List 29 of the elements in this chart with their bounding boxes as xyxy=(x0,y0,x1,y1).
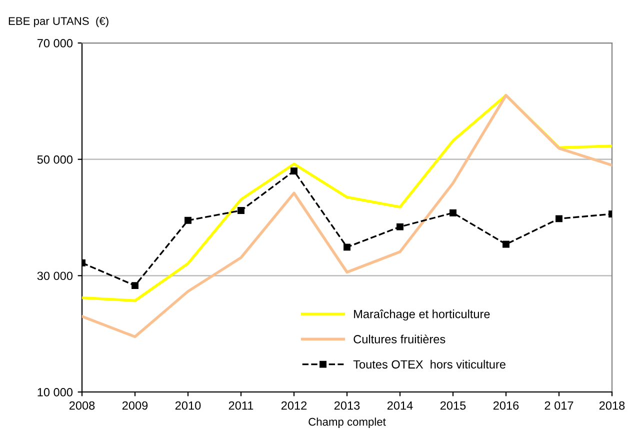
y-tick-label: 70 000 xyxy=(37,39,73,48)
legend-label: Maraîchage et horticulture xyxy=(354,310,490,321)
legend-label: Toutes OTEX hors viticulture xyxy=(353,360,506,369)
x-tick-label: 2013 xyxy=(334,401,360,410)
point xyxy=(502,240,510,248)
x-tick-label: 2014 xyxy=(387,401,413,410)
x-tick-label: 2 017 xyxy=(544,401,574,410)
y-axis-title: EBE par UTANS (€) xyxy=(8,16,108,28)
point xyxy=(556,215,562,222)
y-tick-label: 30 000 xyxy=(37,272,73,280)
x-tick-label: 2010 xyxy=(175,401,201,410)
x-axis-title: Champ complet xyxy=(308,418,386,428)
x-tick-label: 2008 xyxy=(69,401,95,410)
x-tick-label: 2015 xyxy=(440,401,466,410)
legend-label: Cultures fruitières xyxy=(354,334,446,344)
x-tick-label: 2012 xyxy=(281,401,307,410)
point xyxy=(238,207,244,214)
x-tick-label: 2016 xyxy=(493,401,519,410)
x-tick-label: 2009 xyxy=(122,401,148,410)
point xyxy=(132,282,138,290)
x-tick-label: 2018 xyxy=(599,401,625,410)
y-tick-label: 50 000 xyxy=(37,155,73,164)
point xyxy=(450,209,456,216)
y-tick-label: 10 000 xyxy=(38,388,73,396)
point xyxy=(290,167,298,174)
point xyxy=(184,216,192,224)
point xyxy=(344,244,350,251)
x-tick-label: 2011 xyxy=(228,401,254,410)
point xyxy=(396,223,404,230)
